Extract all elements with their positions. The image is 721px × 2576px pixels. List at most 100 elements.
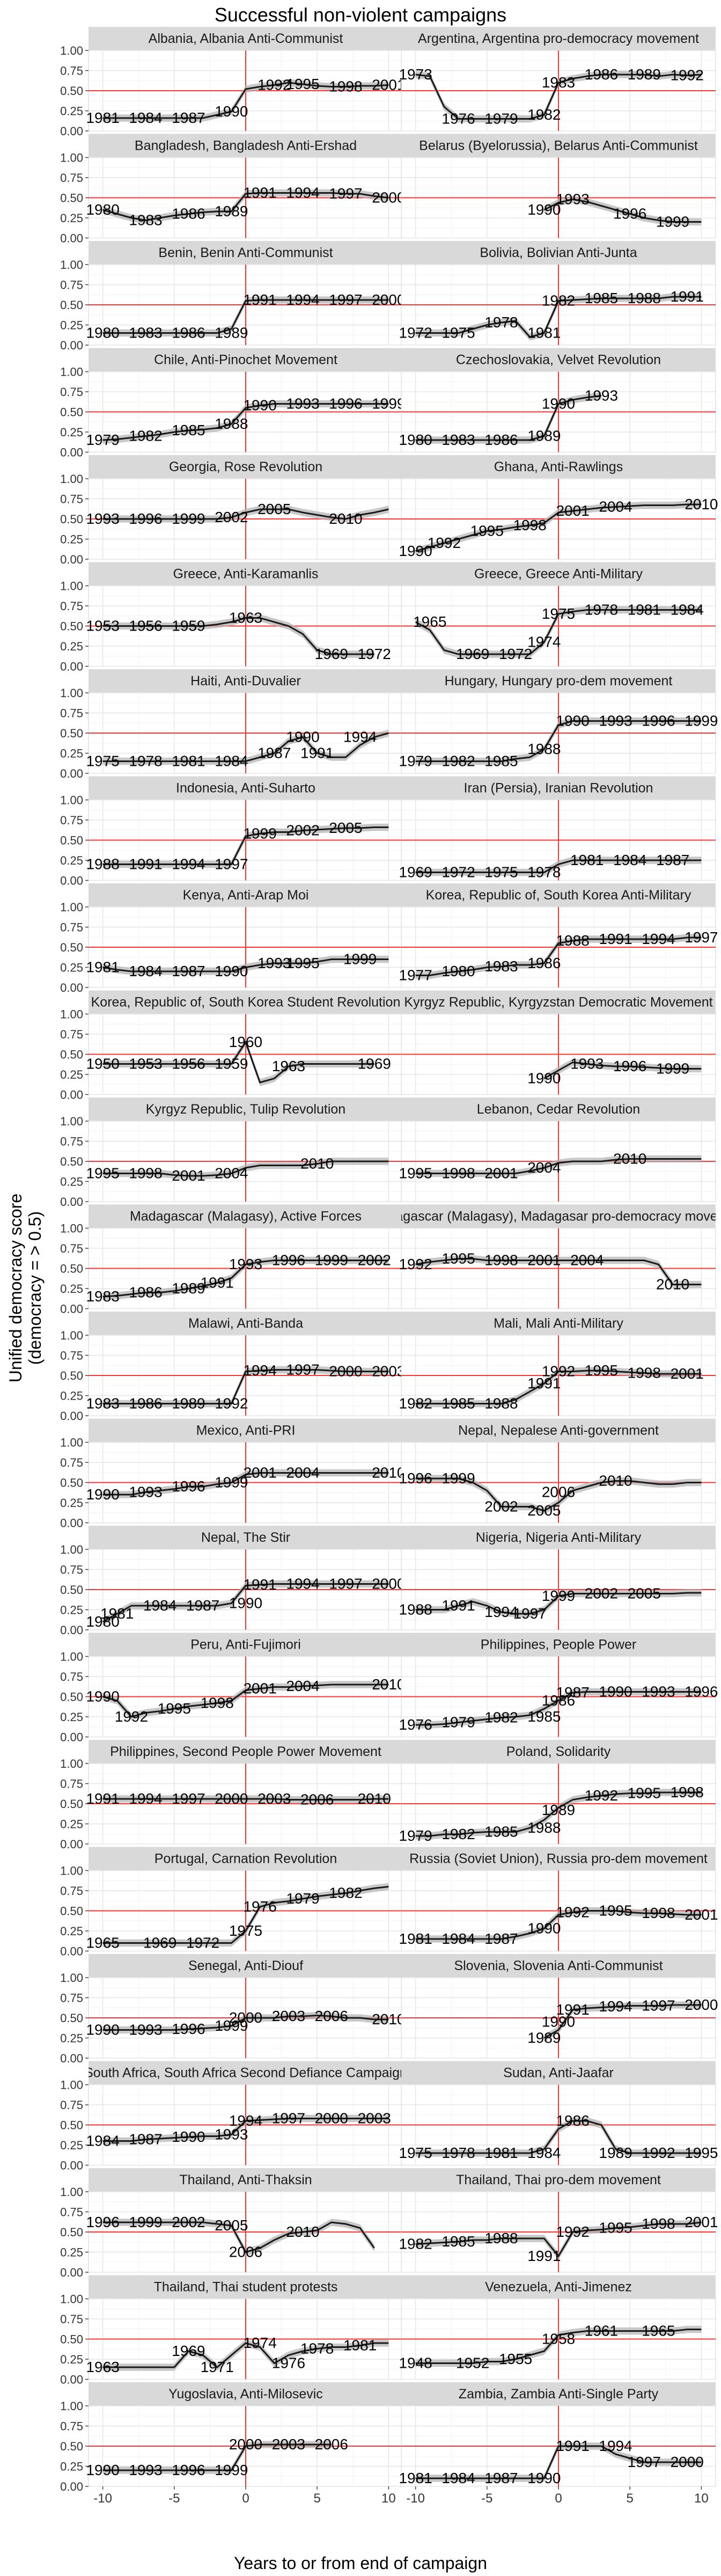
facet-strip bbox=[89, 1526, 403, 1549]
facet-strip bbox=[89, 1204, 403, 1228]
democracy-score-line bbox=[415, 936, 702, 976]
y-tick-label: 0.75 bbox=[60, 279, 83, 292]
year-label: 1981 bbox=[527, 325, 561, 341]
y-tick-label: 1.00 bbox=[60, 472, 83, 486]
year-label: 1990 bbox=[86, 2022, 119, 2038]
y-tick-label: 0.75 bbox=[60, 2206, 83, 2219]
year-label: 2002 bbox=[585, 1585, 618, 1602]
facet-strip-title: Sudan, Anti-Jaafar bbox=[503, 2066, 614, 2081]
year-label: 2001 bbox=[372, 77, 405, 93]
facet-panel: Mexico, Anti-PRI 0.00 0.25 0.50 0.75 1.00 1990… bbox=[60, 1418, 406, 1530]
facet-strip-title: Madagascar (Malagasy), Madagasar pro-dem… bbox=[370, 1209, 721, 1224]
year-label: 1995 bbox=[685, 2145, 718, 2161]
year-label: 2001 bbox=[671, 1365, 704, 1382]
facet-strip-title: Philippines, People Power bbox=[481, 1637, 636, 1652]
y-tick-label: 1.00 bbox=[60, 365, 83, 379]
democracy-score-line bbox=[415, 1477, 702, 1512]
year-label: 1985 bbox=[484, 1824, 518, 1840]
year-label: 1994 bbox=[229, 2112, 262, 2129]
year-label: 1983 bbox=[542, 74, 575, 91]
year-label: 1993 bbox=[556, 191, 589, 208]
year-label: 1987 bbox=[656, 852, 689, 868]
facet-panel: Mali, Mali Anti-Military 1982 1985 1988 1991… bbox=[399, 1312, 716, 1416]
facet-strip-title: Philippines, Second People Power Movemen… bbox=[110, 1744, 381, 1759]
year-label: 1965 bbox=[86, 1935, 119, 1951]
y-tick-label: 1.00 bbox=[60, 1008, 83, 1021]
y-tick-label: 0.00 bbox=[60, 553, 83, 566]
y-tick-label: 0.25 bbox=[60, 1924, 83, 1938]
year-label: 2006 bbox=[542, 1484, 575, 1501]
democracy-score-line bbox=[102, 2014, 389, 2031]
facet-strip-title: Thailand, Thai student protests bbox=[154, 2280, 338, 2295]
year-label: 1984 bbox=[442, 2470, 475, 2486]
y-tick-label: 0.00 bbox=[60, 1623, 83, 1637]
facet-panel: Portugal, Carnation Revolution 0.00 0.25 0.… bbox=[60, 1847, 403, 1958]
facet-panel: Korea, Republic of, South Korea Anti-Mil… bbox=[399, 883, 718, 988]
democracy-score-line bbox=[102, 1798, 389, 1801]
y-tick-label: 1.00 bbox=[60, 1543, 83, 1556]
y-tick-label: 0.00 bbox=[60, 874, 83, 888]
year-label: 1988 bbox=[527, 1819, 561, 1836]
year-label: 1997 bbox=[513, 1605, 547, 1622]
year-label: 2001 bbox=[172, 1167, 205, 1184]
y-tick-label: 0.75 bbox=[60, 171, 83, 185]
confidence-ribbon bbox=[415, 857, 702, 876]
year-label: 1989 bbox=[599, 2145, 632, 2161]
y-tick-label: 0.50 bbox=[60, 513, 83, 526]
y-tick-label: 0.25 bbox=[60, 1818, 83, 1831]
confidence-ribbon bbox=[415, 2219, 702, 2260]
year-label: 1998 bbox=[513, 517, 547, 533]
year-label: 1991 bbox=[556, 2438, 589, 2454]
confidence-ribbon bbox=[415, 501, 702, 555]
facet-strip-title: Korea, Republic of, South Korea Anti-Mil… bbox=[426, 888, 691, 903]
year-label: 1965 bbox=[642, 2323, 675, 2339]
democracy-score-line bbox=[102, 1886, 389, 1944]
year-label: 1965 bbox=[413, 613, 446, 630]
y-tick-label: 0.75 bbox=[60, 1135, 83, 1148]
facet-strip bbox=[89, 562, 403, 586]
year-label: 1989 bbox=[215, 325, 248, 341]
year-label: 1998 bbox=[628, 1365, 661, 1381]
year-label: 1991 bbox=[243, 1576, 276, 1593]
democracy-score-line bbox=[102, 617, 374, 655]
year-label: 1975 bbox=[442, 325, 475, 341]
facet-strip bbox=[89, 2061, 403, 2085]
year-label: 2005 bbox=[258, 501, 291, 517]
year-label: 1989 bbox=[527, 428, 561, 444]
y-tick-label: 1.00 bbox=[60, 44, 83, 57]
year-label: 2001 bbox=[243, 1680, 276, 1697]
facet-strip bbox=[89, 669, 403, 693]
y-tick-label: 0.00 bbox=[60, 981, 83, 994]
year-label: 2000 bbox=[372, 189, 405, 206]
facet-panel: Philippines, Second People Power Movemen… bbox=[60, 1740, 403, 1851]
year-label: 1982 bbox=[442, 753, 475, 770]
year-label: 1990 bbox=[215, 963, 248, 979]
facet-strip-title: Portugal, Carnation Revolution bbox=[154, 1851, 337, 1867]
year-label: 1978 bbox=[585, 602, 618, 618]
year-label: 1982 bbox=[484, 1709, 518, 1726]
facet-strip-title: Kyrgyz Republic, Kyrgyzstan Democratic M… bbox=[404, 995, 712, 1010]
year-label: 1994 bbox=[172, 856, 205, 873]
year-label: 2000 bbox=[671, 2454, 704, 2470]
democracy-score-line bbox=[415, 1910, 702, 1940]
facet-strip bbox=[89, 776, 403, 800]
year-label: 1990 bbox=[215, 103, 248, 120]
y-tick-label: 0.50 bbox=[60, 941, 83, 954]
year-label: 1999 bbox=[442, 1470, 475, 1487]
year-label: 1981 bbox=[86, 109, 119, 126]
facet-strip-title: Thailand, Anti-Thaksin bbox=[179, 2172, 312, 2187]
year-label: 2002 bbox=[358, 1252, 391, 1269]
y-tick-label: 0.00 bbox=[60, 2480, 83, 2493]
year-label: 2006 bbox=[300, 1791, 334, 1808]
year-label: 1994 bbox=[599, 2438, 632, 2454]
year-label: 1999 bbox=[315, 1252, 348, 1269]
facet-panel: Bolivia, Bolivian Anti-Junta 1972 1975 1978… bbox=[399, 241, 716, 346]
facet-panel: Argentina, Argentina pro-democracy movem… bbox=[399, 27, 716, 131]
chart-title: Successful non-violent campaigns bbox=[215, 4, 506, 26]
year-label: 1997 bbox=[215, 856, 248, 873]
y-tick-label: 0.25 bbox=[60, 2246, 83, 2259]
facet-panel: Greece, Greece Anti-Military 1965 1969 1972… bbox=[401, 562, 716, 667]
year-label: 1996 bbox=[613, 1058, 646, 1074]
year-label: 2003 bbox=[372, 1363, 405, 1380]
facet-strip-title: Argentina, Argentina pro-democracy movem… bbox=[418, 31, 699, 46]
